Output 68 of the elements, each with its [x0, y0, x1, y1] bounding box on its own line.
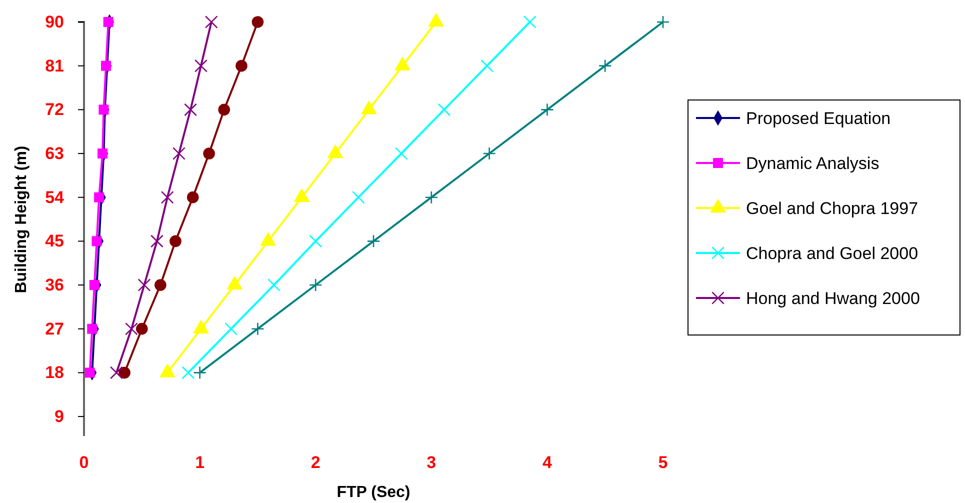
y-tick-label: 81	[45, 56, 64, 76]
point	[136, 322, 148, 335]
x-tick-label: 1	[195, 453, 205, 472]
point	[540, 103, 554, 116]
point	[170, 235, 182, 248]
point	[160, 190, 174, 204]
y-tick-label: 45	[45, 232, 64, 251]
point	[308, 278, 322, 292]
point	[352, 190, 365, 204]
point	[89, 280, 100, 290]
point	[98, 148, 108, 159]
y-tick-label: 90	[45, 12, 64, 32]
point	[309, 234, 322, 248]
point	[252, 16, 264, 28]
point	[87, 324, 98, 334]
y-axis-title: Building Height (m)	[13, 146, 30, 294]
x-axis-title: FTP (Sec)	[336, 484, 410, 501]
point	[138, 278, 151, 292]
legend-label: Proposed Equation	[746, 109, 891, 128]
point	[218, 104, 230, 116]
point	[193, 366, 206, 380]
point	[656, 15, 670, 29]
x-tick-label: 2	[310, 453, 320, 472]
point	[438, 103, 451, 116]
y-tick-label: 54	[45, 188, 65, 207]
point	[154, 279, 166, 291]
point	[101, 60, 111, 71]
point	[598, 59, 612, 72]
y-tick-label: 18	[45, 363, 64, 382]
x-tick-label: 5	[658, 453, 668, 472]
point	[224, 322, 238, 336]
point	[186, 191, 199, 204]
point	[482, 146, 496, 160]
point	[94, 192, 104, 202]
legend-label: Goel and Chopra 1997	[746, 199, 918, 218]
point	[103, 17, 114, 27]
x-tick-label: 0	[79, 453, 89, 472]
y-tick-label: 63	[45, 144, 64, 163]
y-tick-label: 27	[45, 319, 64, 338]
point	[92, 236, 102, 246]
point	[184, 103, 197, 116]
y-tick-label: 72	[45, 100, 64, 120]
y-tick-label: 36	[45, 275, 64, 294]
point	[366, 234, 380, 248]
legend-label: Hong and Hwang 2000	[746, 289, 920, 308]
point	[110, 366, 123, 380]
point	[118, 366, 130, 379]
point	[125, 322, 138, 336]
point	[194, 59, 208, 72]
point	[150, 234, 164, 248]
legend-label: Chopra and Goel 2000	[746, 244, 918, 263]
point	[394, 147, 408, 160]
point	[267, 278, 280, 292]
point	[204, 16, 218, 28]
y-tick-label: 9	[54, 406, 64, 426]
point	[480, 59, 494, 72]
point	[424, 190, 438, 204]
x-tick-label: 4	[542, 453, 552, 472]
point	[84, 368, 95, 378]
point	[182, 366, 195, 380]
point	[523, 16, 536, 28]
point	[236, 60, 248, 72]
point	[172, 147, 186, 160]
point	[251, 322, 264, 336]
x-tick-label: 3	[426, 453, 436, 472]
point	[98, 104, 109, 115]
point	[203, 148, 215, 160]
legend-label: Dynamic Analysis	[746, 154, 880, 173]
